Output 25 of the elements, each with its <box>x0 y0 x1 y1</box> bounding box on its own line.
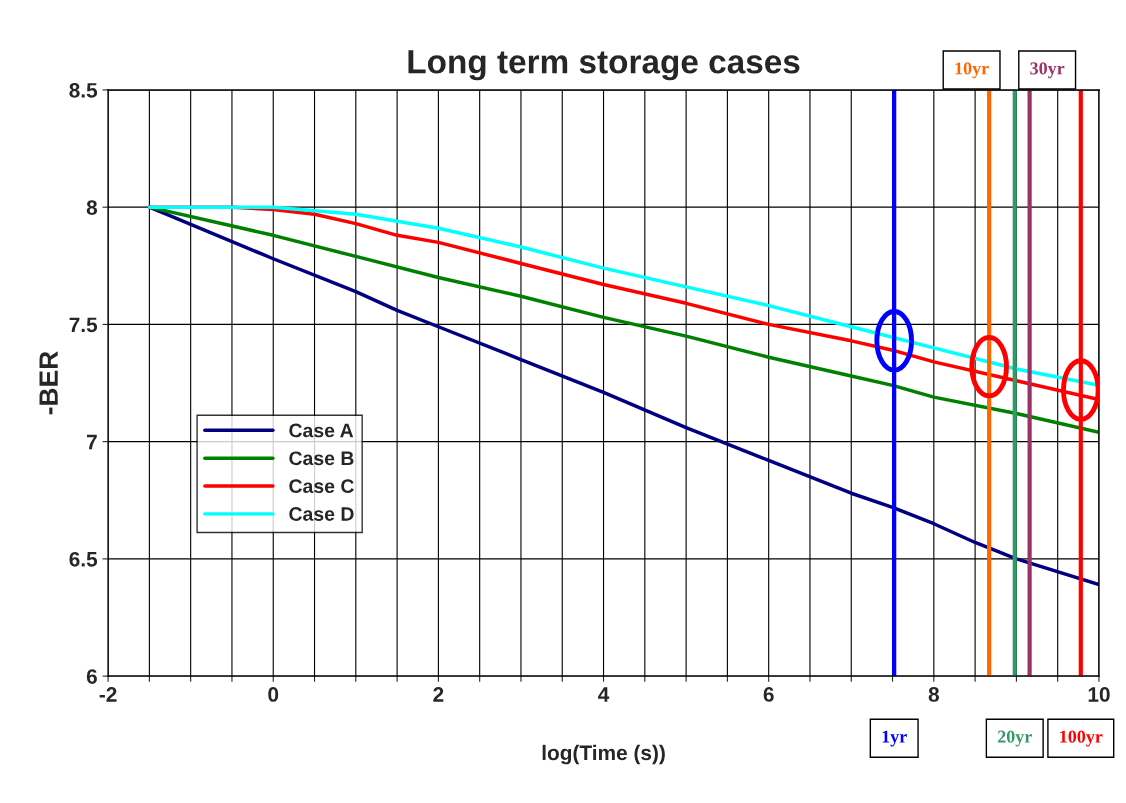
chart-title: Long term storage cases <box>408 50 800 81</box>
legend-label: Case B <box>289 451 354 466</box>
x-tick-label: 2 <box>433 687 444 702</box>
y-tick-label: 8 <box>86 200 98 215</box>
y-tick-label: 7 <box>86 434 97 450</box>
ref-line-label: 10yr <box>955 62 989 79</box>
y-tick-label: 6.5 <box>69 551 98 567</box>
ref-line-label: 30yr <box>1030 62 1065 79</box>
ref-line-label: 1yr <box>882 730 907 747</box>
x-tick-label: -2 <box>99 687 117 702</box>
y-tick-label: 6 <box>86 669 97 684</box>
legend-label: Case D <box>289 507 354 521</box>
x-tick-label: 6 <box>763 687 774 702</box>
ref-line-label: 20yr <box>997 730 1032 747</box>
ref-line-label: 100yr <box>1060 730 1103 747</box>
legend-label: Case C <box>289 479 354 494</box>
y-tick-label: 8.5 <box>69 82 98 98</box>
legend-label: Case A <box>289 423 354 438</box>
x-tick-label: 0 <box>268 687 279 702</box>
x-tick-label: 4 <box>598 687 610 702</box>
x-tick-label: 8 <box>928 687 939 702</box>
y-tick-label: 7.5 <box>69 317 98 333</box>
x-tick-label: 10 <box>1088 687 1110 702</box>
x-axis-title: log(Time (s)) <box>542 744 665 765</box>
y-axis-title: -BER <box>39 351 58 415</box>
